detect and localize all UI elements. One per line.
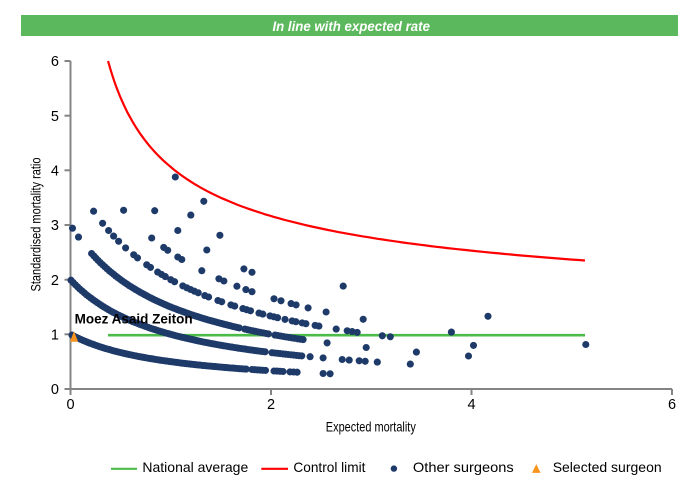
svg-text:0: 0 [66, 397, 74, 413]
svg-text:0: 0 [51, 382, 59, 398]
svg-text:National average: National average [142, 459, 248, 475]
svg-text:Standardised mortality ratio: Standardised mortality ratio [28, 157, 44, 291]
svg-text:Selected surgeon: Selected surgeon [553, 459, 662, 475]
svg-text:Other surgeons: Other surgeons [413, 459, 514, 475]
svg-text:Expected mortality: Expected mortality [326, 419, 416, 435]
svg-text:6: 6 [668, 397, 676, 413]
svg-text:1: 1 [51, 328, 59, 344]
svg-text:5: 5 [51, 109, 59, 125]
svg-text:Moez Asaid Zeiton: Moez Asaid Zeiton [75, 311, 193, 327]
svg-text:Control limit: Control limit [293, 459, 365, 475]
svg-text:In line with expected rate: In line with expected rate [272, 18, 430, 34]
svg-text:2: 2 [51, 273, 59, 289]
svg-text:2: 2 [267, 397, 275, 413]
svg-text:6: 6 [51, 54, 59, 70]
svg-text:3: 3 [51, 218, 59, 234]
svg-text:4: 4 [467, 397, 475, 413]
svg-text:4: 4 [51, 164, 59, 180]
